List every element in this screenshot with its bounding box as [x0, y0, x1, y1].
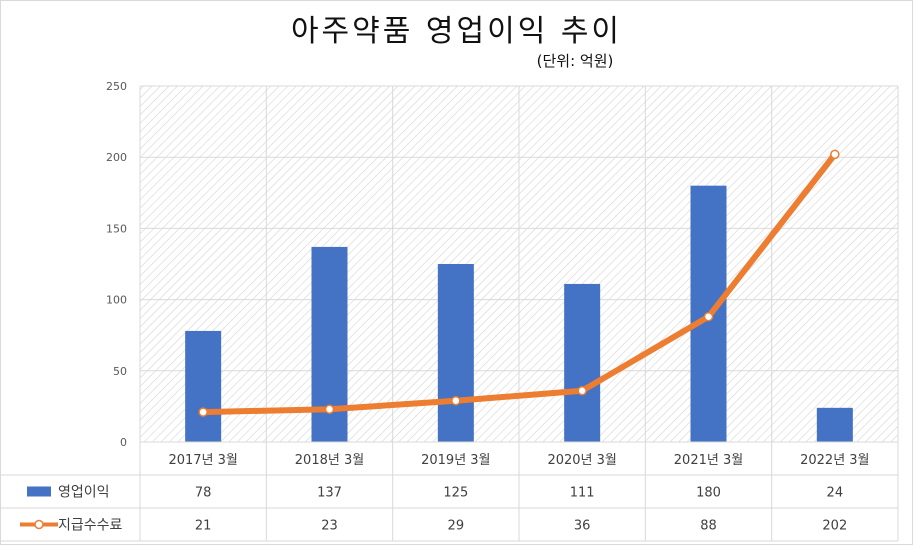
category-label: 2017년 3월 — [168, 453, 237, 468]
table-cell-value: 78 — [195, 486, 212, 501]
y-tick-label: 50 — [113, 365, 127, 378]
series-name: 영업이익 — [58, 485, 110, 501]
chart-title: 아주약품 영업이익 추이 — [290, 14, 623, 49]
bar — [564, 283, 601, 442]
table-cell-value: 137 — [317, 486, 342, 501]
y-tick-label: 250 — [106, 80, 127, 93]
line-series — [200, 151, 838, 416]
category-label: 2018년 3월 — [295, 453, 364, 468]
y-tick-label: 200 — [106, 151, 127, 164]
legend-key-marker — [34, 519, 44, 530]
bar — [816, 407, 853, 442]
table-cell-value: 29 — [448, 519, 465, 534]
category-label: 2021년 3월 — [674, 453, 743, 468]
line-point — [577, 385, 587, 396]
line-point — [198, 407, 208, 417]
category-label: 2022년 3월 — [800, 453, 869, 468]
table-cell-value: 88 — [700, 519, 717, 534]
table-cell-value: 111 — [570, 486, 595, 501]
line-point — [830, 149, 840, 160]
y-tick-label: 100 — [106, 294, 127, 307]
category-label: 2019년 3월 — [421, 453, 490, 468]
table-cell-value: 202 — [822, 519, 847, 534]
series-name: 지급수수료 — [58, 518, 123, 534]
table-cell-value: 23 — [321, 519, 338, 534]
legend-key-bar — [27, 486, 51, 497]
table-cell-value: 36 — [574, 519, 591, 534]
bar — [185, 330, 222, 442]
y-tick-label: 150 — [106, 222, 127, 235]
line-point — [703, 311, 714, 322]
table-cell-value: 24 — [827, 486, 844, 501]
line-point — [451, 395, 461, 406]
line-point — [324, 404, 335, 414]
chart-unit-label: (단위: 억원) — [536, 52, 614, 70]
y-tick-label: 0 — [120, 436, 127, 449]
table-cell-value: 125 — [443, 486, 468, 501]
table-cell-value: 21 — [195, 519, 212, 534]
table-cell-value: 180 — [696, 486, 721, 501]
bar — [437, 264, 474, 442]
category-label: 2020년 3월 — [547, 453, 616, 468]
